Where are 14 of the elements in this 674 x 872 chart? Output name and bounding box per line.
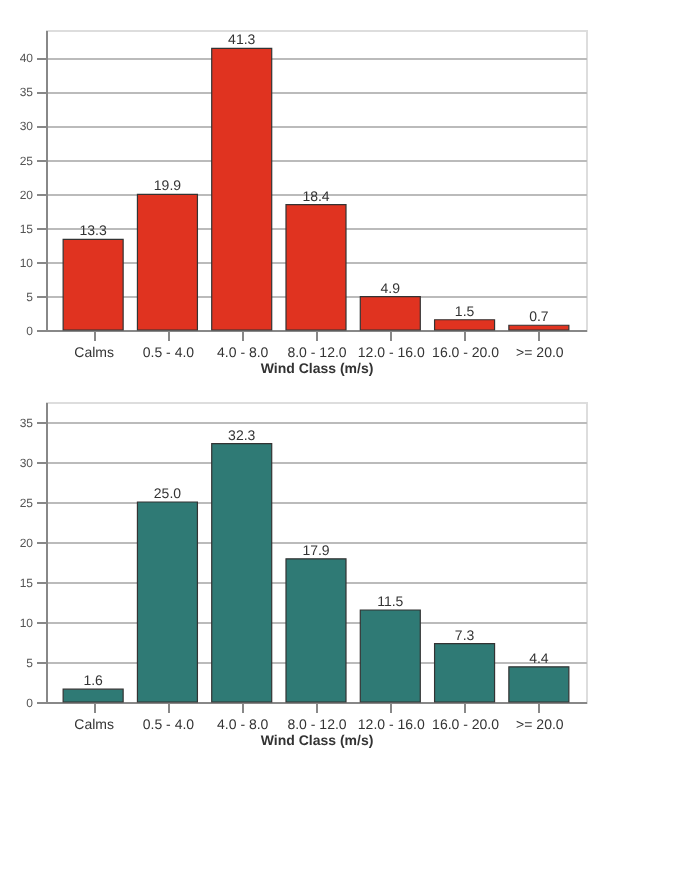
bar xyxy=(136,501,199,703)
bar xyxy=(62,238,124,331)
bar xyxy=(211,47,273,331)
bar xyxy=(433,643,496,703)
bar xyxy=(508,324,570,331)
bar xyxy=(285,203,347,331)
bar xyxy=(285,558,347,703)
bar xyxy=(62,688,124,703)
bar xyxy=(508,666,570,703)
bar xyxy=(359,609,421,703)
bar xyxy=(211,443,273,703)
bar xyxy=(136,193,199,331)
bar xyxy=(359,295,421,331)
bar xyxy=(433,319,496,331)
